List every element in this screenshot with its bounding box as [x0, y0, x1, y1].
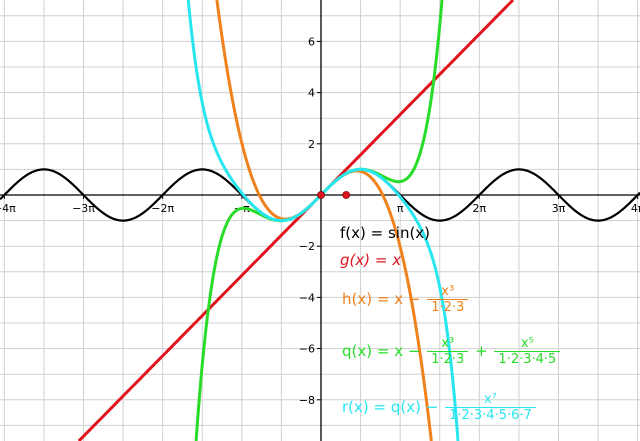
- legend-q-den2: 1·2·3·4·5: [494, 351, 561, 367]
- legend-h-text: h(x) = x −: [342, 290, 421, 308]
- y-tick-label: 4: [308, 87, 315, 100]
- y-tick-label: −8: [299, 394, 315, 407]
- x-tick-label: −4π: [0, 202, 16, 215]
- legend-q-den1: 1·2·3: [427, 351, 469, 367]
- y-tick-label: 6: [308, 35, 315, 48]
- point: [317, 191, 325, 199]
- x-tick-label: 4π: [631, 202, 640, 215]
- x-tick-label: −3π: [72, 202, 95, 215]
- x-tick-label: 2π: [473, 202, 487, 215]
- curve-g: [77, 0, 515, 441]
- legend-r-text: r(x) = q(x) −: [342, 398, 439, 416]
- legend-q-num1: x³: [441, 336, 455, 351]
- y-tick-label: 2: [308, 138, 315, 151]
- legend-r-num: x⁷: [483, 392, 497, 407]
- y-tick-label: −6: [299, 343, 315, 356]
- legend-h-den: 1·2·3: [427, 299, 469, 315]
- legend-f: f(x) = sin(x): [340, 224, 430, 242]
- x-tick-label: −2π: [151, 202, 174, 215]
- legend-r-den: 1·2·3·4·5·6·7: [445, 407, 536, 423]
- y-tick-label: −4: [299, 291, 315, 304]
- legend-f-text: f(x) = sin(x): [340, 224, 431, 242]
- legend-g-text: g(x) = x: [340, 251, 402, 269]
- x-tick-label: 3π: [552, 202, 566, 215]
- legend-g: g(x) = x: [340, 251, 401, 269]
- y-tick-label: −2: [299, 240, 315, 253]
- legend-r: r(x) = q(x) − x⁷ 1·2·3·4·5·6·7: [342, 392, 538, 423]
- point: [342, 191, 351, 199]
- legend-h: h(x) = x − x³ 1·2·3: [342, 284, 470, 315]
- legend-q-plus: +: [475, 342, 488, 360]
- legend-q-text: q(x) = x −: [342, 342, 421, 360]
- legend-h-num: x³: [441, 284, 455, 299]
- x-tick-label: π: [397, 202, 404, 215]
- legend-q-num2: x⁵: [520, 336, 534, 351]
- legend-q: q(x) = x − x³ 1·2·3 + x⁵ 1·2·3·4·5: [342, 336, 562, 367]
